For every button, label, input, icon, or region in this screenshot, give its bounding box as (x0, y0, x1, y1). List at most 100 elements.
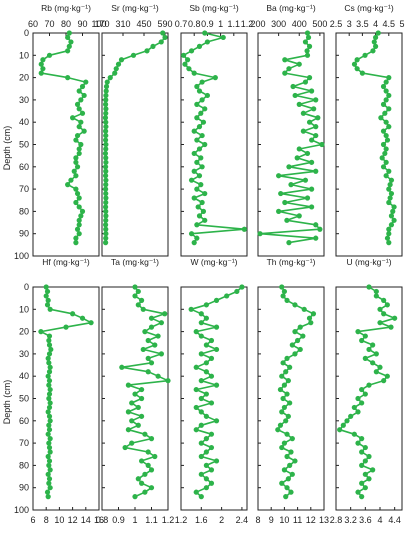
data-point (208, 373, 215, 379)
data-point (68, 39, 74, 45)
data-point (278, 190, 284, 197)
data-point (241, 226, 247, 232)
x-tick-label: 10 (279, 515, 289, 525)
data-point (78, 97, 84, 103)
data-point (202, 106, 208, 112)
data-point (73, 235, 79, 241)
data-point (199, 79, 205, 85)
data-point (46, 360, 52, 366)
data-point (196, 88, 203, 94)
data-point (373, 369, 379, 375)
data-point (304, 195, 311, 201)
data-point (203, 302, 209, 308)
data-point (311, 106, 317, 112)
data-point (313, 132, 319, 139)
y-tick-label: 30 (19, 349, 29, 359)
data-point (47, 364, 53, 370)
data-point (103, 199, 109, 206)
data-point (103, 137, 109, 143)
data-point (112, 70, 118, 76)
data-point (46, 480, 52, 486)
x-tick-label: 0.9 (201, 19, 214, 29)
x-tick-label: 80 (61, 19, 71, 29)
data-point (73, 240, 79, 246)
data-point (381, 311, 387, 317)
data-point (383, 159, 389, 165)
data-point (295, 337, 301, 344)
data-point (129, 440, 135, 446)
data-point (79, 110, 86, 116)
data-point (382, 110, 388, 116)
y-tick-label: 0 (24, 28, 29, 38)
data-point (313, 235, 319, 241)
x-tick-label: 2.5 (330, 19, 343, 29)
x-tick-label: 4.4 (388, 515, 401, 525)
data-point (103, 146, 109, 152)
data-point (46, 333, 53, 339)
data-point (359, 337, 365, 344)
data-point (384, 302, 390, 308)
data-point (45, 453, 51, 460)
x-tick-label: 1.2 (175, 515, 188, 525)
data-point (46, 337, 52, 344)
data-point (203, 315, 209, 321)
data-point (182, 61, 188, 67)
data-point (103, 119, 109, 125)
data-point (198, 409, 204, 415)
data-point (304, 30, 311, 36)
data-point (196, 43, 203, 49)
series-line (338, 286, 396, 498)
data-point (76, 217, 82, 223)
data-point (386, 92, 392, 99)
data-point (279, 284, 285, 290)
data-point (213, 346, 220, 353)
data-point (359, 70, 365, 76)
data-point (103, 101, 109, 107)
x-tick-label: 8 (255, 515, 260, 525)
y-tick-label: 60 (19, 162, 29, 172)
data-point (388, 190, 395, 197)
data-point (202, 217, 208, 223)
data-point (103, 222, 109, 228)
data-point (139, 386, 145, 393)
data-point (129, 418, 135, 424)
panel-7: W (mg·kg⁻¹) 1.2 1.6 2 2.4 (175, 257, 248, 525)
data-point (76, 88, 82, 94)
data-point (155, 333, 161, 339)
data-point (370, 360, 376, 366)
data-point (103, 208, 109, 214)
data-point (200, 119, 207, 125)
data-point (144, 48, 150, 54)
data-point (139, 480, 145, 486)
data-point (132, 391, 138, 397)
x-tick-label: 2.8 (330, 515, 343, 525)
data-point (277, 386, 284, 393)
panels-group: Rb (mg·kg⁻¹)60 70 80 90 10001020304050607080… (14, 3, 405, 525)
data-point (65, 182, 71, 188)
data-point (208, 355, 215, 361)
x-tick-label: 4 (377, 515, 382, 525)
data-point (203, 449, 209, 455)
data-point (317, 226, 323, 232)
data-point (313, 168, 319, 174)
data-point (203, 369, 209, 375)
data-point (135, 404, 141, 411)
data-point (103, 217, 109, 223)
x-tick-label: 1.1 (228, 19, 241, 29)
data-point (208, 480, 215, 486)
data-point (158, 351, 164, 357)
data-point (198, 453, 204, 460)
data-point (45, 431, 51, 437)
data-point (47, 306, 53, 312)
data-point (386, 240, 392, 246)
data-point (281, 440, 287, 446)
data-point (198, 155, 204, 161)
data-point (46, 52, 53, 58)
data-point (381, 297, 387, 303)
data-point (142, 431, 148, 437)
data-point (275, 427, 281, 433)
data-point (78, 213, 84, 219)
data-point (103, 195, 109, 201)
data-point (203, 413, 209, 419)
data-point (279, 480, 285, 486)
